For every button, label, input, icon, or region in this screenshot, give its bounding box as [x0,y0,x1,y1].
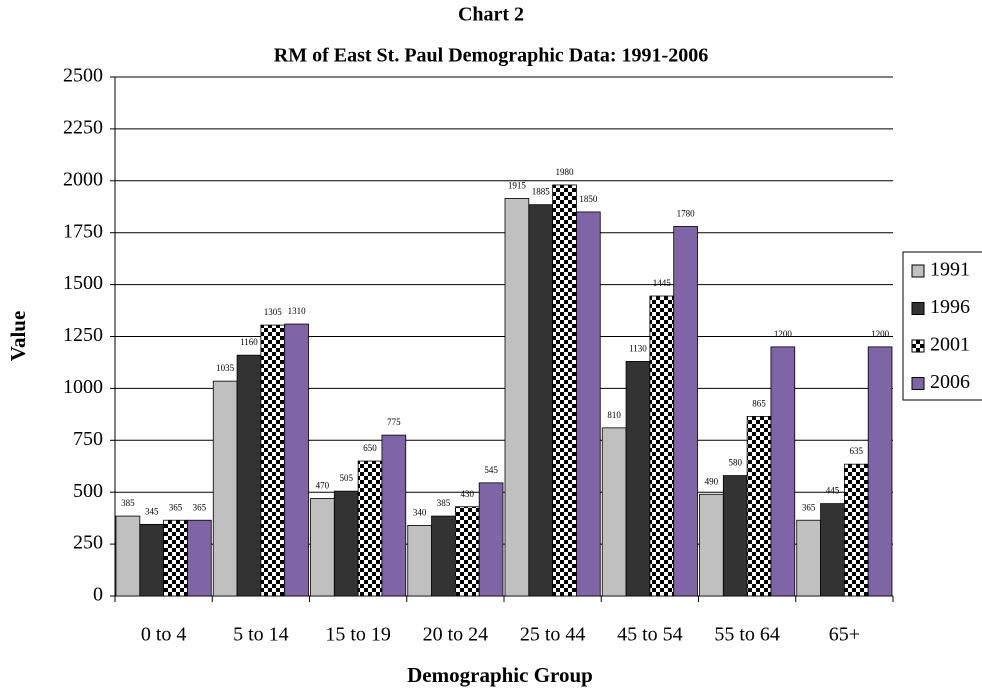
bar [333,490,359,597]
legend-label: 1991 [930,259,970,281]
bar [310,498,335,597]
value-label: 445 [826,486,840,496]
bar [284,323,309,597]
y-tick-label: 2000 [63,168,103,190]
bar [357,460,383,597]
bar [139,523,165,597]
y-tick-label: 1500 [63,272,103,294]
value-label: 1160 [240,337,258,347]
y-tick-label: 1750 [63,220,103,242]
bar [820,503,845,597]
bar [478,482,504,597]
value-label: 1850 [579,194,598,204]
y-tick-label: 2250 [63,116,103,138]
bar [552,184,577,597]
value-label: 365 [193,502,207,512]
bar [625,361,651,597]
value-label: 545 [484,465,498,475]
bar [528,204,554,597]
legend-swatch [911,264,925,278]
bar [796,519,821,597]
y-tick-label: 250 [73,532,103,554]
bar [454,506,480,597]
value-label: 1035 [216,363,235,373]
bar [770,346,796,597]
y-tick-label: 1250 [63,324,103,346]
y-tick-label: 1000 [63,376,103,398]
value-label: 580 [728,458,742,468]
bar [601,427,627,597]
value-label: 1915 [508,181,527,191]
value-label: 1130 [629,343,647,353]
y-tick-label: 500 [73,480,103,502]
bar [576,211,601,597]
legend-swatch [911,377,925,390]
legend-label: 2001 [930,334,970,356]
y-tick-label: 750 [73,428,103,450]
value-label: 385 [121,498,135,508]
value-label: 810 [607,410,621,420]
x-tick-label: 25 to 44 [520,624,586,646]
value-label: 635 [850,446,864,456]
x-tick-label: 65+ [829,624,860,646]
x-tick-label: 15 to 19 [325,624,391,646]
value-label: 865 [752,398,766,408]
bar [212,380,238,597]
bar [746,416,772,597]
x-tick-label: 20 to 24 [423,624,489,646]
bar [236,354,262,597]
value-label: 1200 [871,329,890,339]
value-label: 1885 [532,187,551,197]
value-label: 650 [363,443,377,453]
bar [115,515,141,597]
y-tick-label: 2500 [63,65,103,87]
bar [381,434,407,597]
value-label: 1200 [774,329,793,339]
chart-subtitle: RM of East St. Paul Demographic Data: 19… [274,45,708,67]
chart-title: Chart 2 [458,4,524,26]
value-label: 385 [437,498,451,508]
bar [407,525,432,597]
x-tick-label: 0 to 4 [141,624,187,646]
bar [260,324,286,597]
value-label: 775 [387,417,401,427]
y-tick-label: 0 [93,584,103,606]
bar [431,515,456,597]
value-label: 1305 [264,307,283,317]
x-tick-label: 55 to 64 [714,624,780,646]
x-tick-label: 5 to 14 [233,624,289,646]
legend-swatch [911,302,925,315]
bar [867,346,893,597]
bar [649,295,675,597]
bar [699,493,724,597]
value-label: 470 [316,480,330,490]
value-label: 430 [461,489,475,499]
legend-label: 2006 [930,371,970,393]
bar [722,475,748,597]
legend-swatch [911,339,925,353]
value-label: 365 [802,502,816,512]
value-label: 1445 [653,278,672,288]
value-label: 340 [413,507,427,517]
y-axis-title: Value [6,311,30,362]
value-label: 490 [705,476,719,486]
bar [163,519,188,597]
x-tick-label: 45 to 54 [617,624,683,646]
value-label: 1980 [556,167,575,177]
value-label: 505 [339,473,353,483]
value-label: 365 [169,502,183,512]
x-axis-title: Demographic Group [407,663,593,687]
value-label: 1310 [288,306,307,316]
bar [187,519,212,597]
value-label: 1780 [677,209,696,219]
bar [673,226,698,597]
bar [504,198,530,597]
bar [843,463,869,597]
value-label: 345 [145,506,159,516]
legend-label: 1996 [930,296,970,318]
